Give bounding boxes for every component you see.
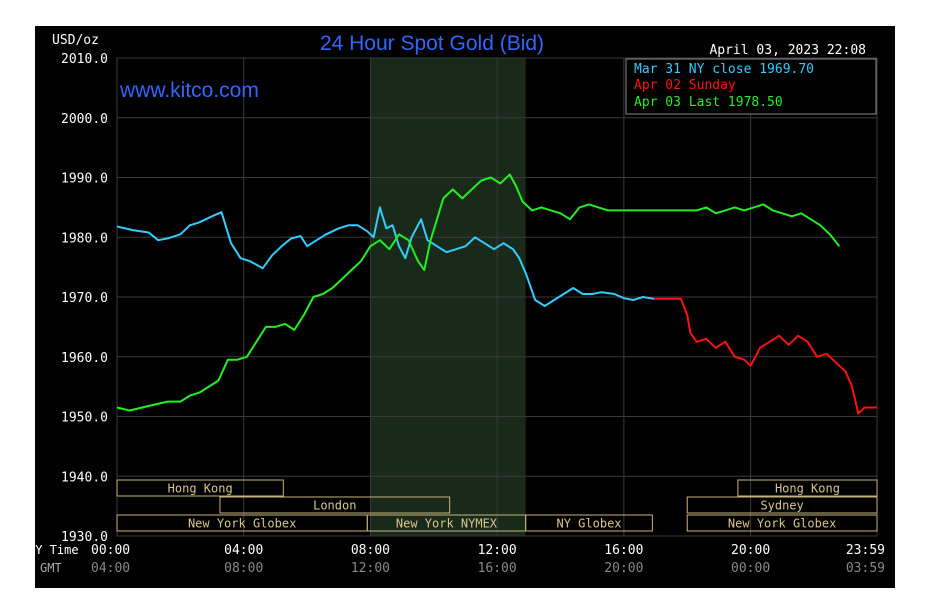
series-line — [116, 206, 655, 307]
x-tick-label: 20:00 — [731, 543, 770, 558]
ny-time-row-label: NY Time — [28, 543, 79, 557]
session-bar — [116, 479, 284, 497]
y-tick-label: 1930.0 — [61, 530, 108, 545]
session-label: London — [313, 499, 356, 513]
legend-entry-sunday: Apr 02 Sunday — [634, 78, 736, 93]
y-tick-label: 1960.0 — [61, 351, 108, 366]
y-tick-label: 1970.0 — [61, 291, 108, 306]
session-bar — [525, 514, 653, 532]
y-tick-label: 1940.0 — [61, 470, 108, 485]
market-sessions: Hong Kong Hong Kong London Sydney New York G… — [116, 479, 878, 532]
session-bar — [686, 514, 878, 532]
gmt-tick-label: 20:00 — [604, 561, 643, 576]
y-tick-label: 2000.0 — [61, 112, 108, 127]
session-label: Hong Kong — [775, 482, 840, 496]
session-label: Hong Kong — [168, 482, 233, 496]
gmt-tick-label: 08:00 — [224, 561, 263, 576]
session-label: New York Globex — [728, 517, 836, 531]
y-tick-label: 1950.0 — [61, 411, 108, 426]
grid-lines — [116, 57, 878, 537]
x-tick-label: 04:00 — [224, 543, 263, 558]
legend-entry-close: Mar 31 NY close 1969.70 — [634, 62, 814, 77]
x-tick-label: 12:00 — [478, 543, 517, 558]
y-tick-label: 1980.0 — [61, 231, 108, 246]
gmt-tick-label: 03:59 — [846, 561, 885, 576]
watermark-text: www.kitco.com — [119, 79, 259, 102]
legend: Mar 31 NY close 1969.70 Apr 02 Sunday Ap… — [625, 58, 877, 115]
gmt-tick-label: 00:00 — [731, 561, 770, 576]
session-label: New York Globex — [188, 517, 296, 531]
legend-entry-last: Apr 03 Last 1978.50 — [634, 95, 783, 110]
chart-title: 24 Hour Spot Gold (Bid) — [320, 32, 544, 55]
x-tick-label: 00:00 — [91, 543, 130, 558]
gmt-tick-label: 16:00 — [478, 561, 517, 576]
y-tick-label: 2010.0 — [61, 52, 108, 67]
session-label: Sydney — [760, 499, 803, 513]
series-line — [116, 173, 841, 412]
y-tick-label: 1990.0 — [61, 172, 108, 187]
legend-box — [625, 58, 877, 115]
session-label: NY Globex — [557, 517, 622, 531]
session-bar — [737, 479, 878, 497]
gmt-tick-label: 12:00 — [351, 561, 390, 576]
session-bar — [686, 496, 878, 514]
gmt-row-label: GMT — [40, 561, 62, 575]
x-axis: 00:00 04:00 08:00 12:00 16:00 20:00 23:59 04:00… — [91, 543, 885, 576]
session-label: New York NYMEX — [396, 517, 498, 531]
gmt-tick-label: 04:00 — [91, 561, 130, 576]
x-tick-label: 08:00 — [351, 543, 390, 558]
y-axis: 2010.0 2000.0 1990.0 1980.0 1970.0 1960.0 1950… — [61, 52, 108, 545]
series-line — [654, 297, 877, 415]
session-bar — [219, 496, 451, 514]
chart-timestamp: April 03, 2023 22:08 — [709, 43, 866, 58]
y-axis-unit-label: USD/oz — [52, 33, 99, 48]
price-series — [116, 173, 877, 415]
x-tick-label: 23:59 — [846, 543, 885, 558]
x-tick-label: 16:00 — [604, 543, 643, 558]
